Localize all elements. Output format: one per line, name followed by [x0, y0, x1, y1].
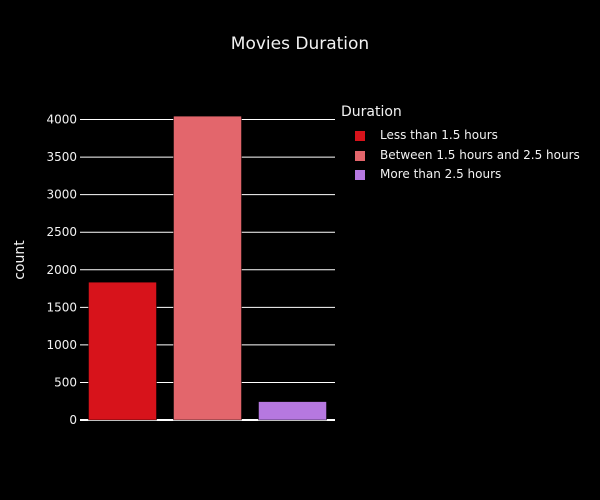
legend-item-long[interactable]: More than 2.5 hours: [341, 165, 580, 185]
chart-title: Movies Duration: [230, 34, 370, 54]
legend: Duration Less than 1.5 hours Between 1.5…: [341, 104, 580, 185]
y-tick-label: 4000: [46, 113, 77, 127]
y-tick-label: 3500: [46, 150, 77, 164]
y-tick-label: 500: [54, 375, 77, 389]
legend-item-short[interactable]: Less than 1.5 hours: [341, 126, 580, 146]
bar-1[interactable]: [88, 281, 157, 421]
legend-label-medium: Between 1.5 hours and 2.5 hours: [380, 147, 580, 162]
y-tick-label: 3000: [46, 188, 77, 202]
bar-2[interactable]: [173, 115, 242, 421]
y-tick-label: 2000: [46, 263, 77, 277]
legend-label-short: Less than 1.5 hours: [380, 128, 498, 142]
y-tick-label: 2500: [46, 225, 77, 239]
legend-swatch-medium: [354, 149, 366, 162]
legend-label-long: More than 2.5 hours: [380, 167, 502, 181]
bar-3[interactable]: [258, 401, 327, 421]
y-tick-label: 1000: [46, 338, 77, 352]
legend-swatch-long: [354, 169, 366, 181]
bar-layer: [88, 115, 327, 421]
legend-swatch-short: [354, 130, 366, 142]
y-tick-labels: 0 500 1000 1500 2000 2500 3000 3500 4000: [46, 113, 77, 428]
legend-title: Duration: [341, 104, 402, 120]
legend-item-medium[interactable]: Between 1.5 hours and 2.5 hours: [341, 146, 580, 166]
y-tick-label: 1500: [46, 300, 77, 314]
y-tick-label: 0: [69, 413, 77, 427]
